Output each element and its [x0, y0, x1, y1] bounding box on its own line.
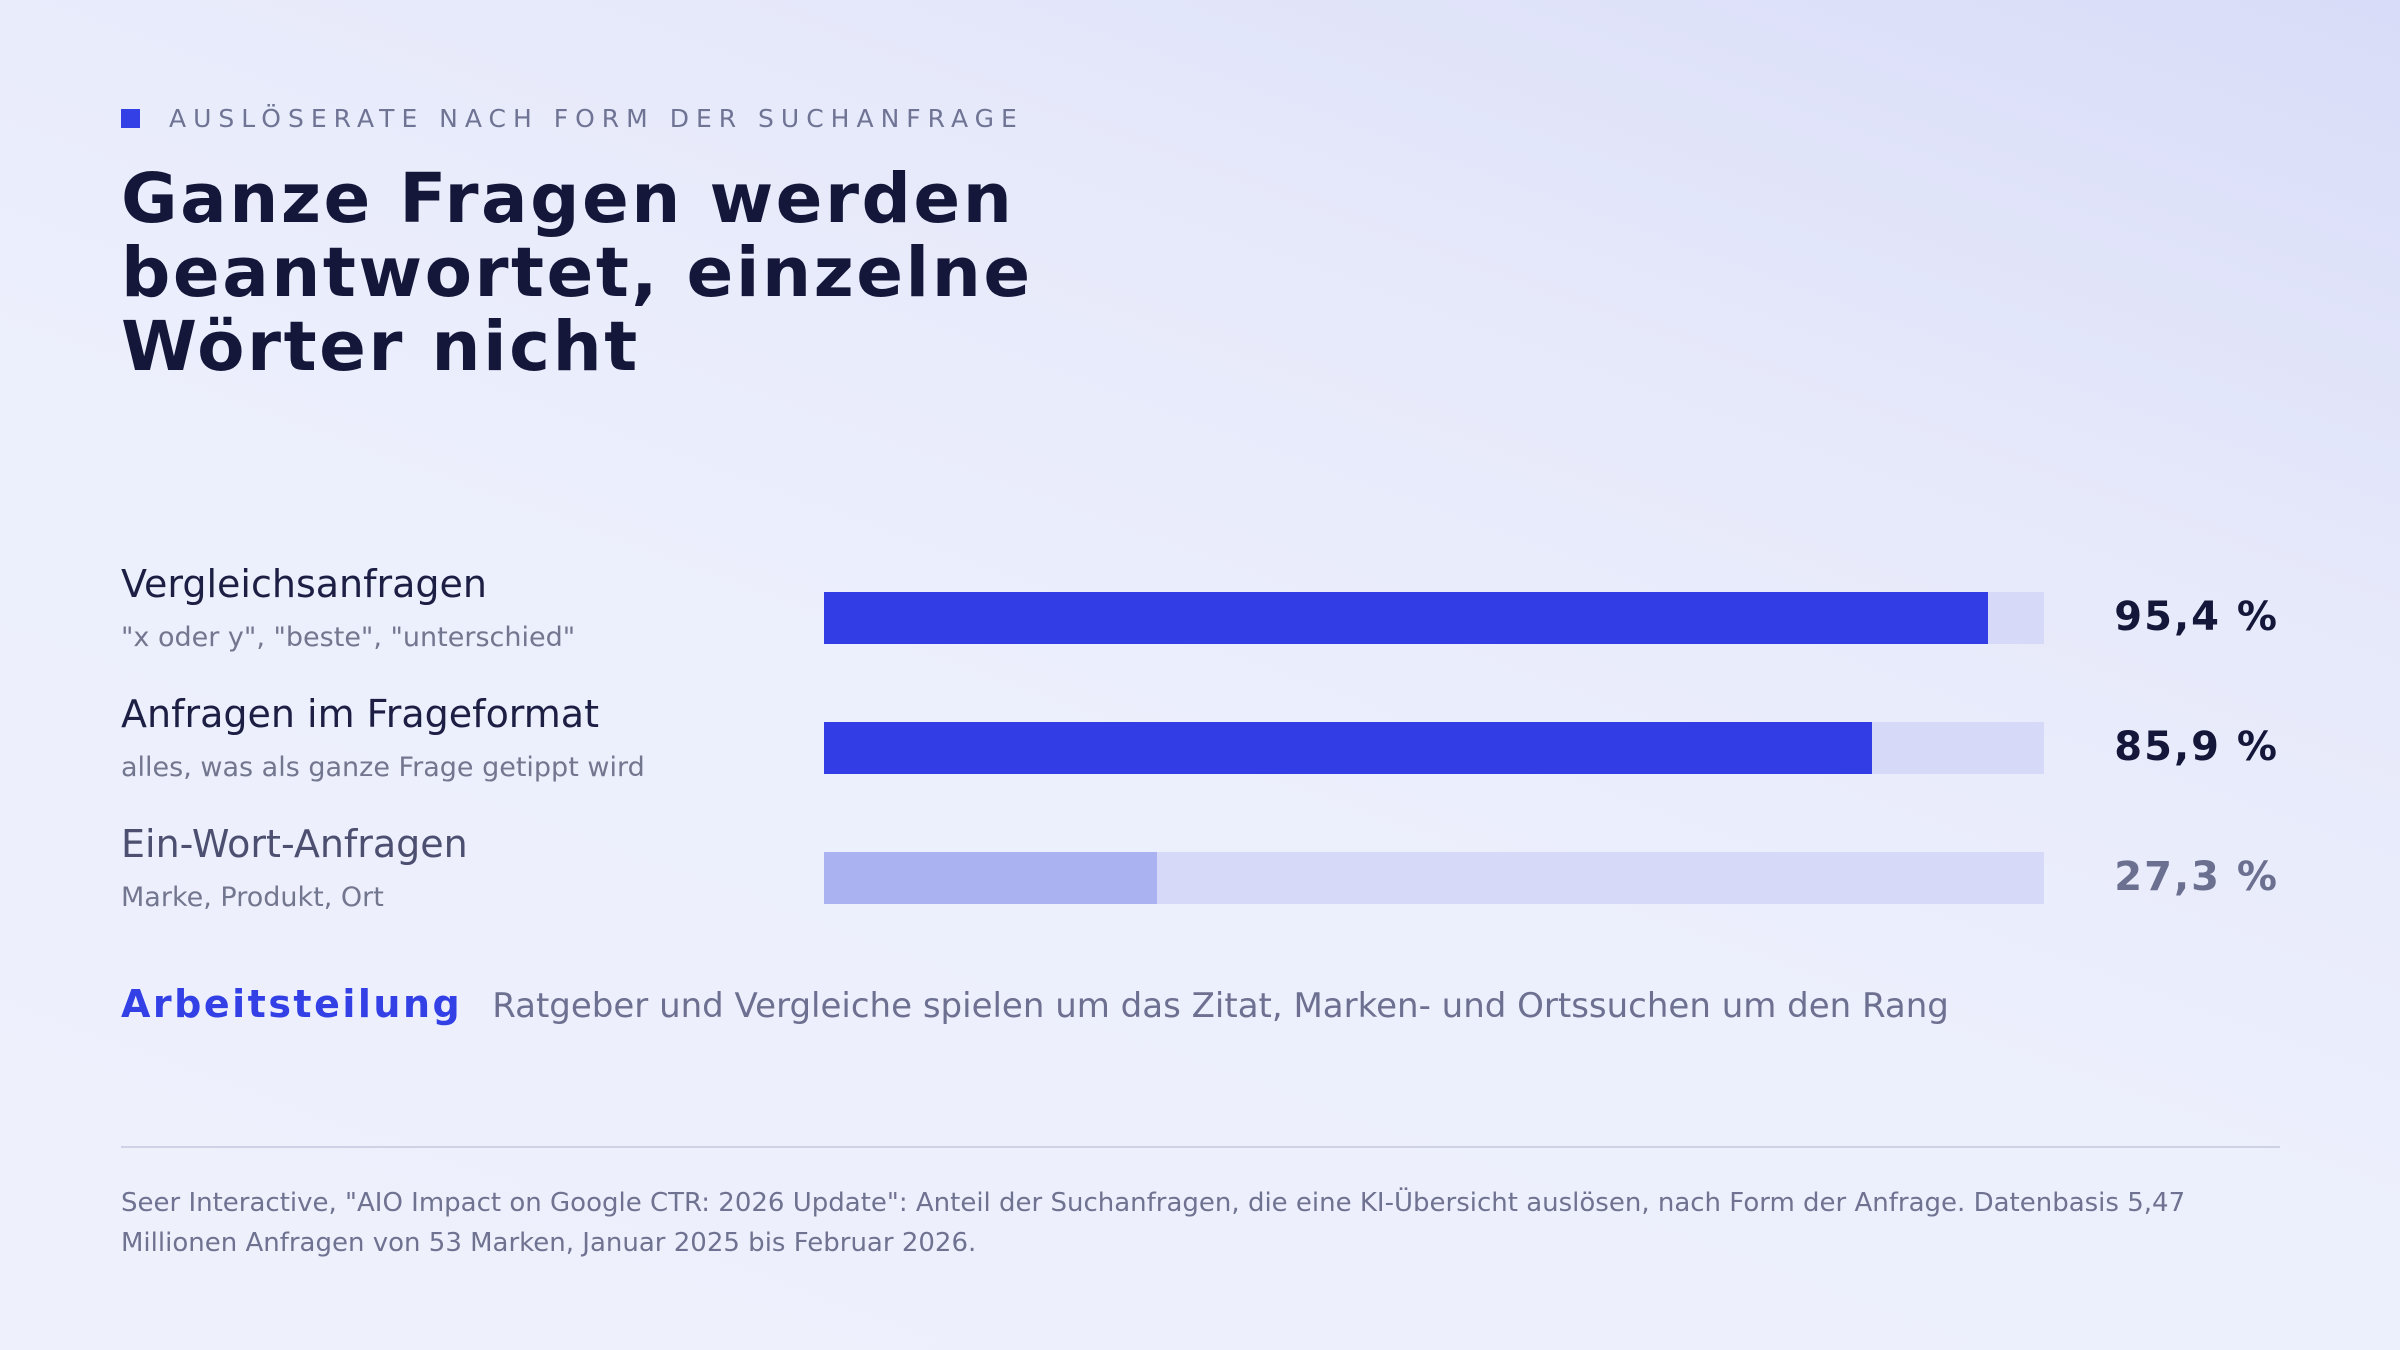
value-label: 85,9 % — [2114, 724, 2279, 770]
note: Arbeitsteilung Ratgeber und Vergleiche s… — [121, 982, 1949, 1026]
bar — [824, 722, 1872, 774]
category-subtitle: Marke, Produkt, Ort — [121, 882, 384, 913]
category-label: Anfragen im Frageformat — [121, 692, 599, 736]
eyebrow: AUSLÖSERATE NACH FORM DER SUCHANFRAGE — [121, 104, 1024, 133]
bar-track — [824, 852, 2044, 904]
bar — [824, 592, 1988, 644]
category-label: Ein-Wort-Anfragen — [121, 822, 468, 866]
category-label: Vergleichsanfragen — [121, 562, 488, 606]
note-key: Arbeitsteilung — [121, 982, 463, 1026]
bar-track — [824, 722, 2044, 774]
source-note: Seer Interactive, "AIO Impact on Google … — [121, 1188, 2186, 1258]
note-text: Ratgeber und Vergleiche spielen um das Z… — [492, 986, 1949, 1026]
value-label: 95,4 % — [2114, 594, 2279, 640]
accent-square-icon — [121, 109, 140, 128]
bar — [824, 852, 1157, 904]
eyebrow-label: AUSLÖSERATE NACH FORM DER SUCHANFRAGE — [169, 104, 1024, 133]
page-title: Ganze Fragen werden beantwortet, einzeln… — [121, 159, 1033, 387]
category-subtitle: alles, was als ganze Frage getippt wird — [121, 752, 645, 783]
category-subtitle: "x oder y", "beste", "unterschied" — [121, 622, 576, 653]
divider — [121, 1146, 2280, 1148]
bar-track — [824, 592, 2044, 644]
value-label: 27,3 % — [2114, 854, 2279, 900]
